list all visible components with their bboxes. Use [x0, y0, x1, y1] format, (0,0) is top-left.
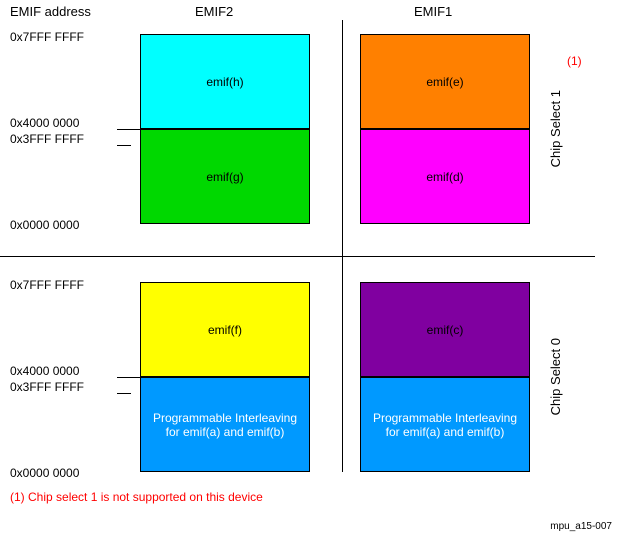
header-emif1: EMIF1 [414, 4, 452, 19]
block-emif-ab2: Programmable Interleaving for emif(a) an… [360, 377, 530, 472]
addr-bot-1: 0x7FFF FFFF [10, 278, 84, 292]
divider-vertical [342, 20, 343, 472]
header-address: EMIF address [10, 4, 91, 19]
block-label: emif(f) [208, 323, 242, 337]
block-emif-ab1: Programmable Interleaving for emif(a) an… [140, 377, 310, 472]
diagram-container: EMIF address EMIF2 EMIF1 0x7FFF FFFF 0x4… [0, 0, 618, 538]
addr-top-1: 0x7FFF FFFF [10, 30, 84, 44]
label-chip-select-1: Chip Select 1 [548, 90, 563, 167]
block-label: emif(c) [427, 323, 464, 337]
divider-horizontal [0, 256, 595, 257]
block-emif-g: emif(g) [140, 129, 310, 224]
image-id: mpu_a15-007 [550, 521, 612, 532]
tick-top-3 [117, 145, 131, 146]
addr-top-3: 0x3FFF FFFF [10, 132, 84, 146]
header-emif2: EMIF2 [195, 4, 233, 19]
tick-top-2 [117, 129, 140, 130]
block-emif-c: emif(c) [360, 282, 530, 377]
tick-bot-3 [117, 393, 131, 394]
block-label: Programmable Interleaving for emif(a) an… [151, 411, 299, 439]
block-label: Programmable Interleaving for emif(a) an… [371, 411, 519, 439]
block-emif-h: emif(h) [140, 34, 310, 129]
block-label: emif(e) [426, 75, 463, 89]
addr-bot-2: 0x4000 0000 [10, 364, 79, 378]
note-marker-1: (1) [567, 54, 582, 68]
block-emif-d: emif(d) [360, 129, 530, 224]
block-emif-e: emif(e) [360, 34, 530, 129]
label-chip-select-0: Chip Select 0 [548, 338, 563, 415]
addr-bot-4: 0x0000 0000 [10, 466, 79, 480]
addr-top-4: 0x0000 0000 [10, 218, 79, 232]
block-label: emif(g) [206, 170, 243, 184]
footnote: (1) Chip select 1 is not supported on th… [10, 490, 263, 504]
addr-bot-3: 0x3FFF FFFF [10, 380, 84, 394]
block-label: emif(h) [206, 75, 243, 89]
tick-bot-2 [117, 377, 140, 378]
block-emif-f: emif(f) [140, 282, 310, 377]
block-label: emif(d) [426, 170, 463, 184]
addr-top-2: 0x4000 0000 [10, 116, 79, 130]
